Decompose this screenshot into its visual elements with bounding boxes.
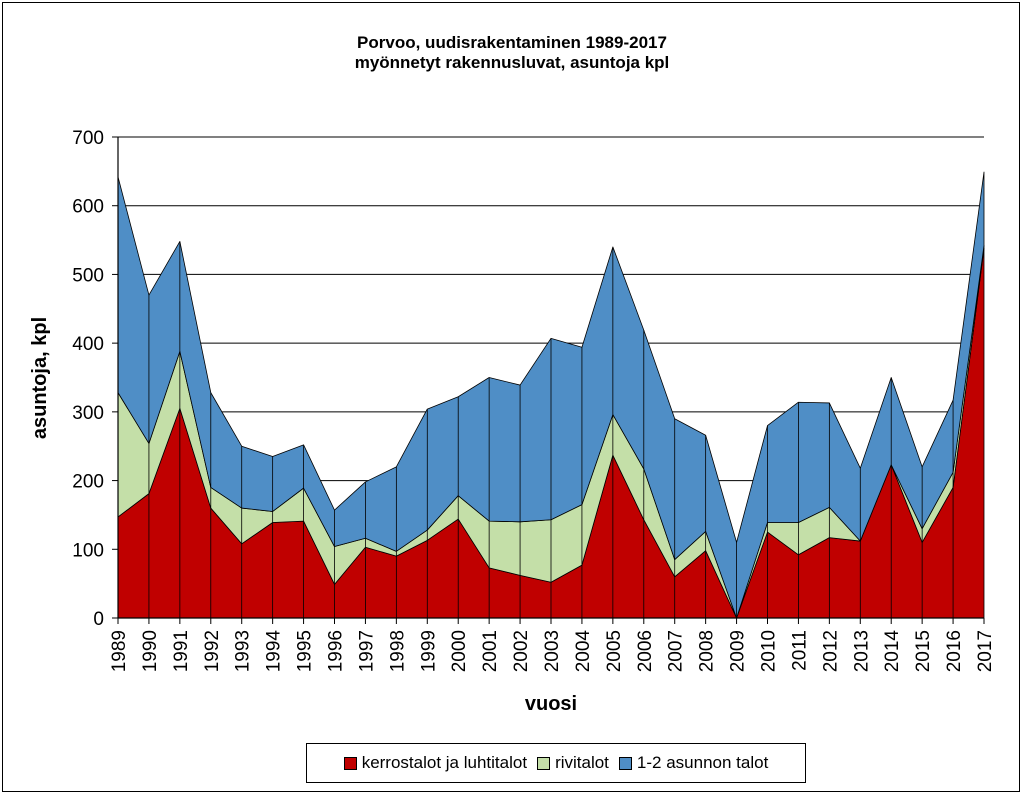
x-tick-label: 2003 bbox=[542, 630, 563, 672]
legend-item: kerrostalot ja luhtitalot bbox=[343, 753, 528, 773]
x-tick-label: 1995 bbox=[295, 630, 316, 672]
x-tick-label: 2011 bbox=[789, 630, 810, 671]
x-tick-label: 2006 bbox=[635, 630, 656, 672]
x-tick-label: 2015 bbox=[913, 630, 934, 672]
x-tick-label: 2004 bbox=[573, 630, 594, 673]
y-axis-label: asuntoja, kpl bbox=[29, 317, 51, 439]
x-tick-label: 1996 bbox=[326, 630, 347, 672]
x-tick-label: 1994 bbox=[264, 630, 285, 673]
drop-lines bbox=[148, 241, 954, 618]
legend-item: rivitalot bbox=[537, 753, 609, 773]
x-tick-label: 2005 bbox=[604, 630, 625, 672]
y-tick-label: 700 bbox=[72, 128, 104, 149]
x-tick-label: 1989 bbox=[109, 630, 130, 672]
x-tick-label: 1998 bbox=[387, 630, 408, 672]
y-tick-label: 400 bbox=[72, 334, 104, 355]
legend-label: kerrostalot ja luhtitalot bbox=[361, 753, 528, 772]
x-tick-label: 2009 bbox=[728, 630, 749, 672]
x-tick-label: 2002 bbox=[511, 630, 532, 672]
x-tick-label: 2010 bbox=[759, 630, 780, 672]
x-tick-label: 2007 bbox=[666, 630, 687, 672]
x-tick-label: 1990 bbox=[140, 630, 161, 672]
x-tick-label: 1999 bbox=[418, 630, 439, 672]
x-tick-label: 1997 bbox=[356, 630, 377, 672]
x-tick-label: 2013 bbox=[851, 630, 872, 672]
y-tick-label: 300 bbox=[72, 403, 104, 424]
x-tick-label: 2008 bbox=[697, 630, 718, 672]
x-tick-label: 2016 bbox=[944, 630, 965, 672]
legend-item: 1-2 asunnon talot bbox=[618, 753, 769, 773]
x-axis-label: vuosi bbox=[525, 693, 577, 715]
chart-subtitle: myönnetyt rakennusluvat, asuntoja kpl bbox=[354, 53, 670, 72]
y-tick-label: 200 bbox=[72, 472, 104, 493]
legend-label: 1-2 asunnon talot bbox=[636, 753, 769, 772]
x-tick-label: 2012 bbox=[820, 630, 841, 672]
axes bbox=[112, 136, 985, 624]
x-tick-label: 2017 bbox=[975, 630, 996, 672]
y-tick-label: 500 bbox=[72, 265, 104, 286]
x-tick-labels: 1989 1990 1991 1992 1993 1994 1995 1996 1997 1998… bbox=[109, 630, 996, 673]
y-tick-label: 600 bbox=[72, 197, 104, 218]
legend-label: rivitalot bbox=[555, 753, 609, 772]
y-tick-labels: 0 100 200 300 400 500 600 700 bbox=[72, 128, 104, 630]
legend: kerrostalot ja luhtitalot rivitalot 1-2 … bbox=[306, 743, 806, 783]
x-tick-label: 1992 bbox=[202, 630, 223, 672]
x-tick-label: 2014 bbox=[882, 630, 903, 673]
legend-swatch-rivitalot bbox=[537, 756, 551, 770]
x-tick-label: 1993 bbox=[233, 630, 254, 672]
legend-swatch-pientalot bbox=[618, 756, 632, 770]
x-tick-label: 1991 bbox=[171, 630, 192, 672]
y-tick-label: 0 bbox=[93, 609, 104, 630]
chart-title: Porvoo, uudisrakentaminen 1989-2017 bbox=[357, 33, 667, 52]
x-tick-label: 2001 bbox=[480, 630, 501, 672]
y-tick-label: 100 bbox=[72, 540, 104, 561]
legend-swatch-kerrostalot bbox=[343, 756, 357, 770]
x-tick-label: 2000 bbox=[449, 630, 470, 672]
